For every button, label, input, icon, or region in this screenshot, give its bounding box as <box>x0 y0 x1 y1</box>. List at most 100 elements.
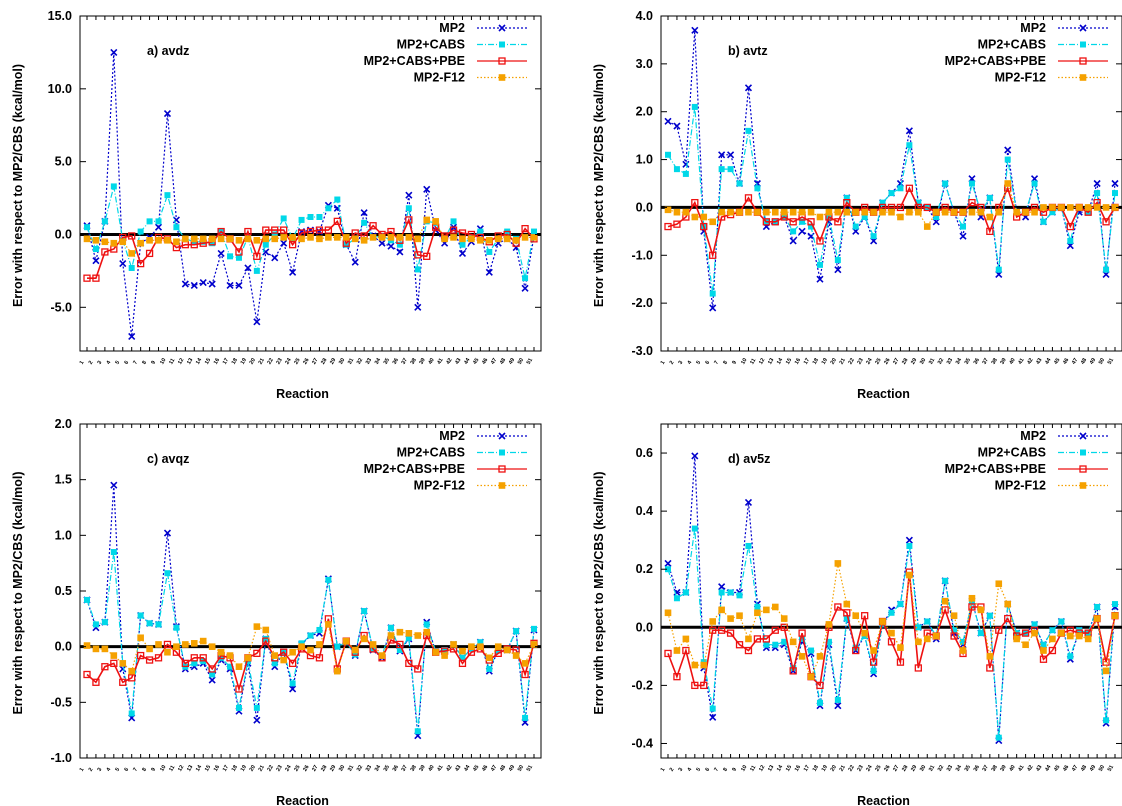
legend-label: MP2+CABS+PBE <box>945 462 1046 476</box>
data-point <box>718 583 726 591</box>
data-point <box>968 208 976 216</box>
data-point <box>933 214 940 220</box>
data-point <box>816 261 823 268</box>
data-point <box>682 208 690 216</box>
x-tick-label: 13 <box>186 764 194 772</box>
data-point <box>1058 204 1065 211</box>
data-point <box>1075 632 1083 640</box>
data-point <box>1004 146 1012 154</box>
data-point <box>718 589 725 596</box>
x-tick-label: 13 <box>767 357 775 365</box>
data-point <box>905 536 913 544</box>
data-point <box>754 208 761 216</box>
legend-label: MP2+CABS <box>978 446 1046 460</box>
data-point <box>190 640 198 647</box>
series-line <box>667 455 1116 741</box>
y-tick-label: 1.0 <box>55 528 72 542</box>
series-line <box>86 52 535 337</box>
data-point <box>128 710 135 717</box>
data-point <box>522 275 529 282</box>
data-point <box>110 48 118 56</box>
x-tick-label: 36 <box>973 764 981 772</box>
data-point <box>1112 601 1118 608</box>
data-point <box>1031 208 1038 216</box>
data-point <box>271 254 279 262</box>
data-point <box>932 208 940 216</box>
data-point <box>262 635 269 642</box>
data-point <box>1093 204 1101 211</box>
series-mp2-cabs-pbe <box>664 184 1119 259</box>
data-point <box>458 659 467 668</box>
y-tick-label: -3.0 <box>631 344 653 358</box>
data-point <box>217 227 225 236</box>
data-point <box>968 603 976 611</box>
data-point <box>1084 204 1092 211</box>
data-point <box>691 525 698 532</box>
data-point <box>1049 209 1056 216</box>
data-point <box>771 208 779 216</box>
data-point <box>869 658 878 666</box>
x-tick-label: 33 <box>365 357 373 365</box>
data-point <box>486 654 493 662</box>
y-tick-label: 2.0 <box>55 417 72 431</box>
x-tick-label: 2 <box>88 360 95 366</box>
data-point <box>512 237 520 244</box>
plot-frame <box>79 423 542 759</box>
data-point <box>816 213 824 221</box>
data-point <box>1049 204 1056 211</box>
data-point <box>664 222 672 231</box>
data-point <box>906 571 913 579</box>
x-tick-label: 30 <box>338 357 346 365</box>
data-point <box>208 280 216 288</box>
data-point <box>1102 658 1110 666</box>
data-point <box>378 239 386 247</box>
legend-marker <box>1079 57 1087 65</box>
data-point <box>218 654 225 661</box>
x-tick-label: 6 <box>124 360 131 366</box>
data-point <box>834 257 841 264</box>
x-tick-label: 26 <box>883 357 891 365</box>
data-point <box>1102 204 1110 211</box>
x-tick-label: 15 <box>785 764 793 772</box>
legend-marker <box>498 482 506 489</box>
data-point <box>1004 614 1012 623</box>
x-tick-label: 12 <box>758 764 766 772</box>
data-point <box>414 235 422 243</box>
data-point <box>83 274 91 282</box>
y-tick-label: 10.0 <box>48 82 72 96</box>
x-tick-label: 18 <box>812 764 820 772</box>
data-point <box>342 234 350 241</box>
data-point <box>110 481 118 489</box>
y-tick-label: -0.4 <box>631 736 653 750</box>
x-tick-label: 3 <box>678 767 685 773</box>
x-tick-label: 19 <box>240 357 248 365</box>
data-point <box>753 635 762 643</box>
data-point <box>932 632 940 640</box>
data-point <box>128 667 135 675</box>
x-tick-label: 21 <box>258 357 266 365</box>
data-point <box>423 628 431 636</box>
data-point <box>1040 647 1047 654</box>
data-point <box>664 559 672 567</box>
x-tick-label: 41 <box>436 357 444 365</box>
data-point <box>235 248 243 256</box>
x-tick-label: 11 <box>749 358 757 366</box>
data-point <box>190 654 198 662</box>
y-tick-label: 0.4 <box>636 504 653 518</box>
data-point <box>83 670 91 679</box>
data-point <box>807 208 815 216</box>
data-point <box>968 180 975 187</box>
x-tick-label: 4 <box>687 766 694 772</box>
legend: MP2 MP2+CABS MP2+CABS+PBE MP2-F12 <box>945 429 1108 493</box>
series-mp2-f12 <box>83 621 538 675</box>
data-point <box>1004 600 1012 608</box>
data-point <box>360 237 368 244</box>
x-tick-label: 10 <box>740 357 748 365</box>
legend: MP2 MP2+CABS MP2+CABS+PBE MP2-F12 <box>364 429 527 493</box>
data-point <box>986 653 994 660</box>
data-point <box>843 600 851 608</box>
data-point <box>173 224 180 231</box>
x-tick-label: 49 <box>1089 357 1097 365</box>
legend-marker <box>1079 24 1087 32</box>
data-point <box>253 237 261 244</box>
